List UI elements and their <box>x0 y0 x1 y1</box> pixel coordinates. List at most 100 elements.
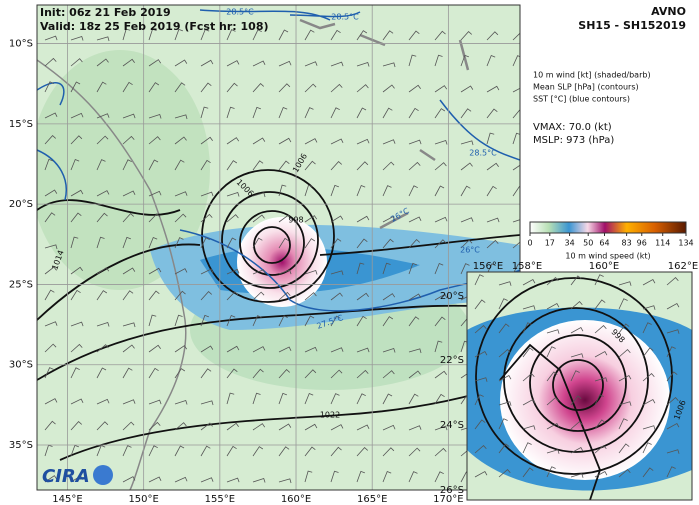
wind-barb <box>304 107 314 119</box>
isobar-label: 998 <box>288 216 303 225</box>
wind-barb <box>200 159 211 171</box>
wind-barb <box>148 190 162 197</box>
wind-barb <box>498 323 510 334</box>
wind-barb <box>122 58 135 67</box>
coastline <box>37 59 187 490</box>
wind-barb <box>96 58 109 67</box>
wind-barb <box>546 466 556 478</box>
wind-barb <box>642 347 654 358</box>
wind-barb <box>434 471 444 483</box>
wind-barb <box>96 444 106 457</box>
wind-barb <box>330 393 340 405</box>
wind-barb <box>148 445 158 457</box>
wind-barb <box>486 185 497 197</box>
wind-barb <box>304 160 316 171</box>
main-map <box>37 5 520 490</box>
mslp: MSLP: 973 (hPa) <box>533 135 614 146</box>
wind-barb <box>382 262 391 275</box>
wind-barb <box>278 237 289 249</box>
wind-barb <box>382 316 394 327</box>
wind-barb <box>70 398 84 405</box>
wind-barb <box>96 398 110 405</box>
wind-barb <box>642 373 655 382</box>
wind-barb <box>122 290 134 301</box>
inset-map <box>467 272 692 500</box>
wind-barb <box>122 190 136 197</box>
wind-barb <box>70 266 83 275</box>
wind-barb <box>618 323 630 334</box>
wind-barb <box>252 346 266 353</box>
wind-barb <box>434 370 447 379</box>
isobar-label: 1022 <box>320 411 340 420</box>
wind-barb <box>408 293 422 301</box>
wind-barb <box>474 325 487 334</box>
wind-barb <box>174 136 187 145</box>
legend-line: 10 m wind [kt] (shaded/barb) <box>533 71 651 80</box>
wind-barb <box>70 81 81 93</box>
wind-barb <box>382 161 395 171</box>
wind-barb <box>252 214 265 223</box>
wind-barb <box>474 419 486 430</box>
wind-barb <box>474 350 488 358</box>
wind-barb <box>304 61 318 67</box>
wind-barb <box>356 238 368 249</box>
wind-barb <box>278 291 291 301</box>
wind-barb <box>408 471 418 483</box>
wind-barb <box>356 424 370 431</box>
wind-barb <box>44 135 56 145</box>
wind-barb <box>546 329 560 334</box>
wind-barb <box>174 345 188 353</box>
wind-barb <box>174 82 186 93</box>
wind-barb <box>356 30 368 41</box>
wind-barb <box>44 289 55 301</box>
wind-barb <box>278 29 289 41</box>
wind-barb <box>522 347 534 358</box>
wind-barb <box>96 159 106 171</box>
wind-barb <box>278 106 288 119</box>
wind-barb <box>96 212 108 223</box>
wind-barb <box>252 60 266 67</box>
lat-label: 20°S <box>9 199 33 210</box>
wind-barb <box>408 239 420 249</box>
wind-barb <box>460 162 473 171</box>
wind-barb <box>278 137 292 145</box>
lat-label: 15°S <box>9 119 33 130</box>
wind-barb <box>304 184 313 197</box>
wind-barb <box>330 184 339 197</box>
wind-barb <box>330 107 340 119</box>
wind-barb <box>200 400 214 406</box>
lat-label: 30°S <box>9 360 33 371</box>
wind-barb <box>356 369 369 379</box>
wind-barb <box>594 299 606 310</box>
wind-barb <box>226 160 238 171</box>
wind-barb <box>252 269 266 275</box>
wind-barb <box>96 321 110 327</box>
wind-barb <box>70 135 83 145</box>
wind-barb <box>522 398 536 406</box>
wind-barb <box>174 445 185 457</box>
wind-barb <box>200 268 214 275</box>
wind-barb <box>546 346 556 358</box>
wind-barb <box>122 399 136 405</box>
wind-barb <box>70 321 84 327</box>
isobars <box>475 277 673 500</box>
wind-barb <box>356 447 368 457</box>
wind-barb <box>226 291 239 301</box>
sst-contours <box>37 9 520 312</box>
wind-barb <box>382 238 394 249</box>
wind-barb <box>174 213 187 223</box>
wind-barb <box>356 262 365 275</box>
wind-barb <box>278 184 287 197</box>
lon-label: 160°E <box>281 494 311 505</box>
wind-barb <box>252 392 261 405</box>
wind-barb <box>434 262 444 275</box>
wind-barb <box>408 139 422 145</box>
init-time: Init: 06z 21 Feb 2019 <box>40 6 171 19</box>
wind-barb <box>434 340 443 353</box>
wind-barb <box>148 314 157 327</box>
wind-barb <box>122 322 136 328</box>
wind-barb <box>122 367 133 379</box>
wind-barb <box>382 470 392 483</box>
wind-barb <box>44 398 58 405</box>
wind-barb <box>70 35 84 41</box>
